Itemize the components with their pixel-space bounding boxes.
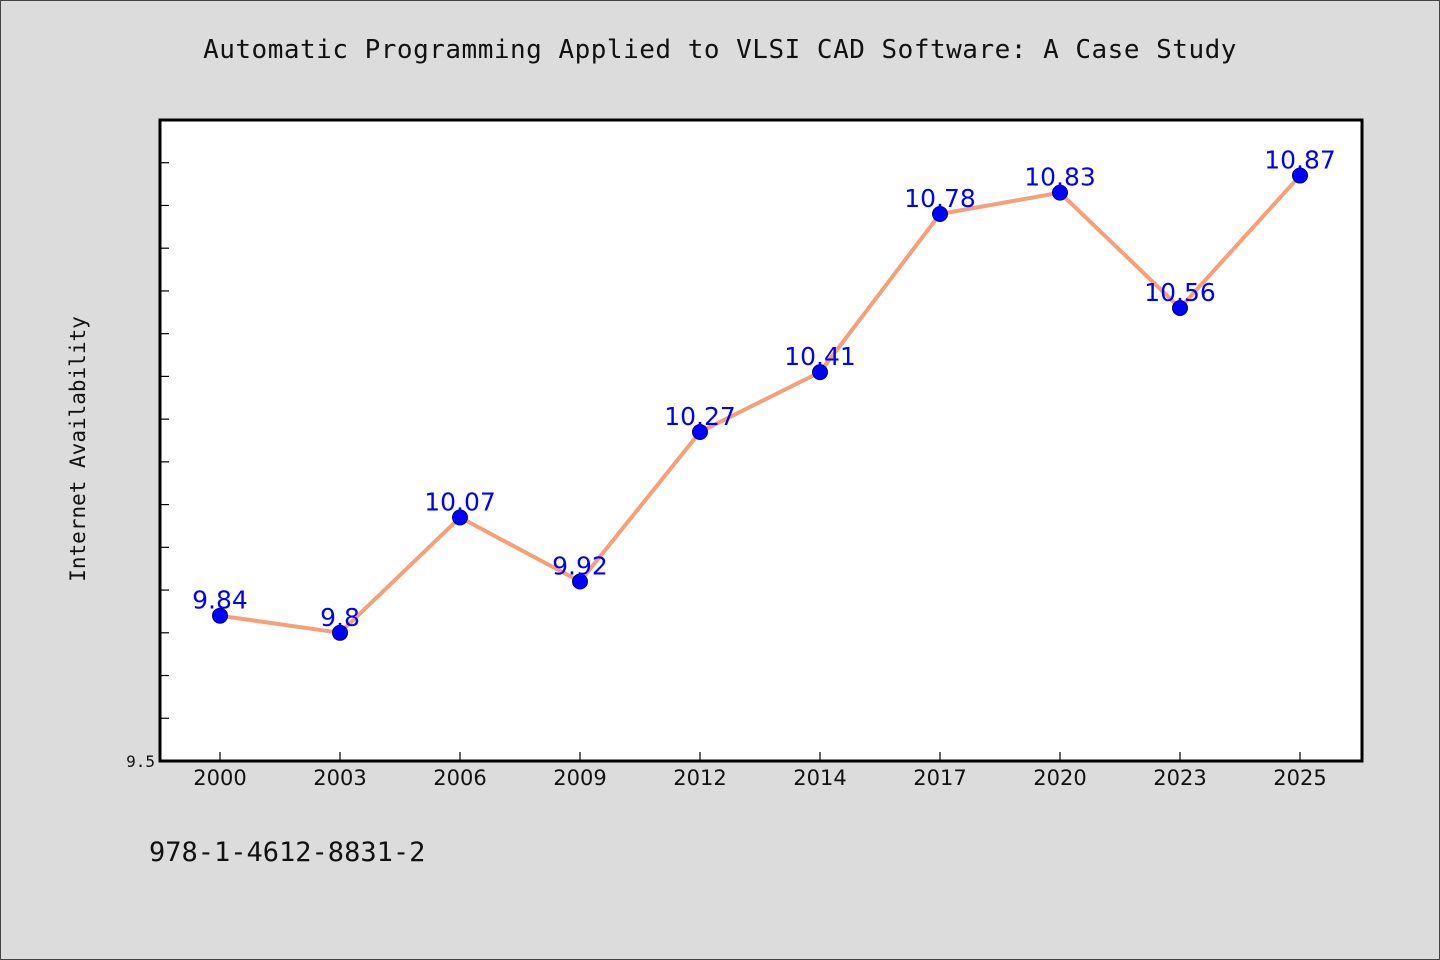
series-line [219,174,1302,635]
data-label: 10.41 [784,342,856,371]
data-label: 10.83 [1024,163,1096,192]
data-point [812,364,828,381]
data-point [1052,184,1068,201]
data-point [452,509,468,526]
y-axis-ticks: 9.5 [126,162,169,771]
x-tick-label: 2020 [1033,766,1086,790]
data-point [932,206,948,223]
isbn-text: 978-1-4612-8831-2 [149,837,426,868]
data-points [212,167,1308,641]
plot-area [158,118,1364,763]
data-point [692,423,708,440]
data-label: 9.84 [192,586,248,615]
data-label: 10.87 [1264,146,1336,175]
x-tick-label: 2012 [673,766,726,790]
series-polyline [219,174,1302,635]
data-point [1292,167,1308,184]
x-tick-label: 2009 [553,766,606,790]
x-tick-label: 2025 [1273,766,1326,790]
data-label: 10.07 [424,487,496,516]
data-point [332,624,348,641]
x-tick-label: 2017 [913,766,966,790]
x-tick-label: 2006 [433,766,486,790]
data-label: 10.27 [664,402,736,431]
x-tick-label: 2000 [193,766,246,790]
data-point [212,607,228,624]
data-labels: 9.84 9.8 10.07 9.92 10.27 10.41 10.78 10.83 10.5… [192,146,1336,632]
x-tick-label: 2003 [313,766,366,790]
x-axis-ticks: 2000 2003 2006 2009 2012 2014 2017 2020 2023 2025 [193,752,1327,790]
data-label: 10.78 [904,184,976,213]
chart-title: Automatic Programming Applied to VLSI CA… [203,35,1237,65]
y-tick-label: 9.5 [126,752,155,771]
data-label: 10.56 [1144,278,1216,307]
data-label: 9.8 [320,603,360,632]
data-label: 9.92 [552,552,608,581]
data-point [1172,300,1188,317]
x-tick-label: 2023 [1153,766,1206,790]
data-point [572,573,588,590]
x-tick-label: 2014 [793,766,846,790]
